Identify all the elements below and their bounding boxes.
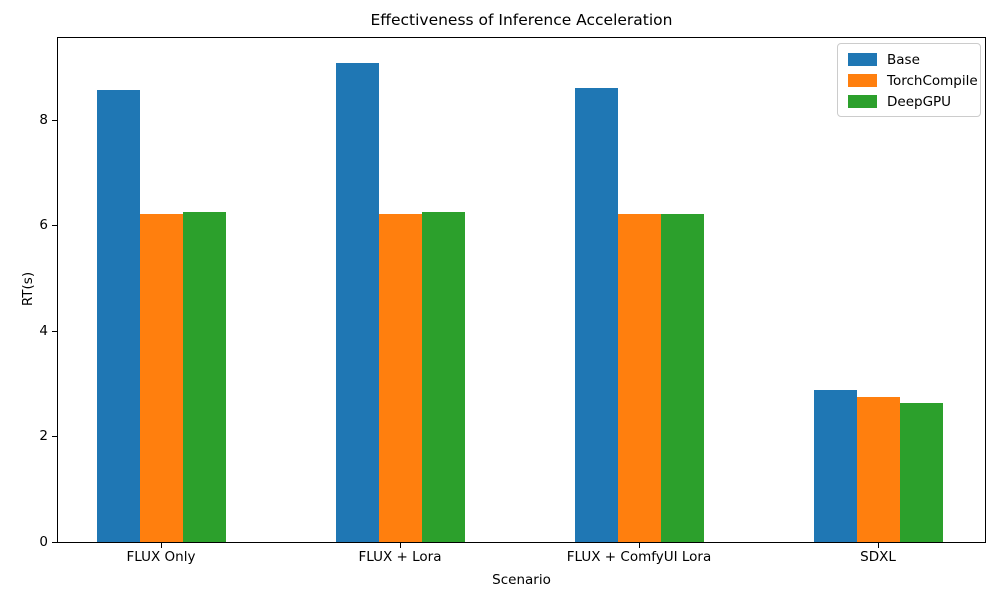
legend-swatch-icon bbox=[848, 74, 877, 87]
legend-label: DeepGPU bbox=[887, 93, 952, 110]
x-tickmark bbox=[878, 543, 879, 548]
legend-item-deepgpu: DeepGPU bbox=[838, 91, 980, 112]
bar-deepgpu-1 bbox=[421, 212, 465, 542]
y-tick-label: 4 bbox=[39, 323, 48, 339]
y-tickmark bbox=[52, 436, 57, 437]
bar-torchcompile-3 bbox=[856, 396, 900, 542]
y-tick-label: 2 bbox=[39, 428, 48, 444]
legend: Base TorchCompile DeepGPU bbox=[837, 43, 981, 117]
x-tickmark bbox=[400, 543, 401, 548]
y-tick-label: 0 bbox=[39, 534, 48, 550]
x-tick-label: SDXL bbox=[860, 549, 896, 565]
y-tickmark bbox=[52, 331, 57, 332]
plot-area: Base TorchCompile DeepGPU bbox=[57, 37, 986, 543]
legend-item-base: Base bbox=[838, 49, 980, 70]
bar-torchcompile-1 bbox=[378, 214, 422, 542]
bar-torchcompile-2 bbox=[617, 214, 661, 542]
bar-deepgpu-2 bbox=[660, 214, 704, 542]
x-tickmark bbox=[639, 543, 640, 548]
bar-base-1 bbox=[335, 62, 379, 542]
x-tick-label: FLUX + ComfyUI Lora bbox=[566, 549, 712, 565]
x-tick-label: FLUX Only bbox=[126, 549, 196, 565]
legend-swatch-icon bbox=[848, 53, 877, 66]
x-tickmark bbox=[161, 543, 162, 548]
y-tick-label: 8 bbox=[39, 112, 48, 128]
y-tickmark bbox=[52, 542, 57, 543]
bar-base-2 bbox=[574, 88, 618, 542]
bar-torchcompile-0 bbox=[139, 214, 183, 542]
x-axis-label: Scenario bbox=[492, 572, 551, 588]
x-tick-label: FLUX + Lora bbox=[358, 549, 442, 565]
y-tick-label: 6 bbox=[39, 217, 48, 233]
legend-label: TorchCompile bbox=[887, 72, 978, 89]
legend-item-torchcompile: TorchCompile bbox=[838, 70, 980, 91]
bar-deepgpu-3 bbox=[899, 403, 943, 542]
bar-base-3 bbox=[813, 390, 857, 542]
chart-title: Effectiveness of Inference Acceleration bbox=[370, 11, 673, 29]
bar-base-0 bbox=[96, 89, 140, 542]
y-tickmark bbox=[52, 225, 57, 226]
bar-deepgpu-0 bbox=[182, 212, 226, 542]
legend-label: Base bbox=[887, 51, 920, 68]
y-tickmark bbox=[52, 120, 57, 121]
y-axis-label: RT(s) bbox=[20, 271, 36, 307]
legend-swatch-icon bbox=[848, 95, 877, 108]
